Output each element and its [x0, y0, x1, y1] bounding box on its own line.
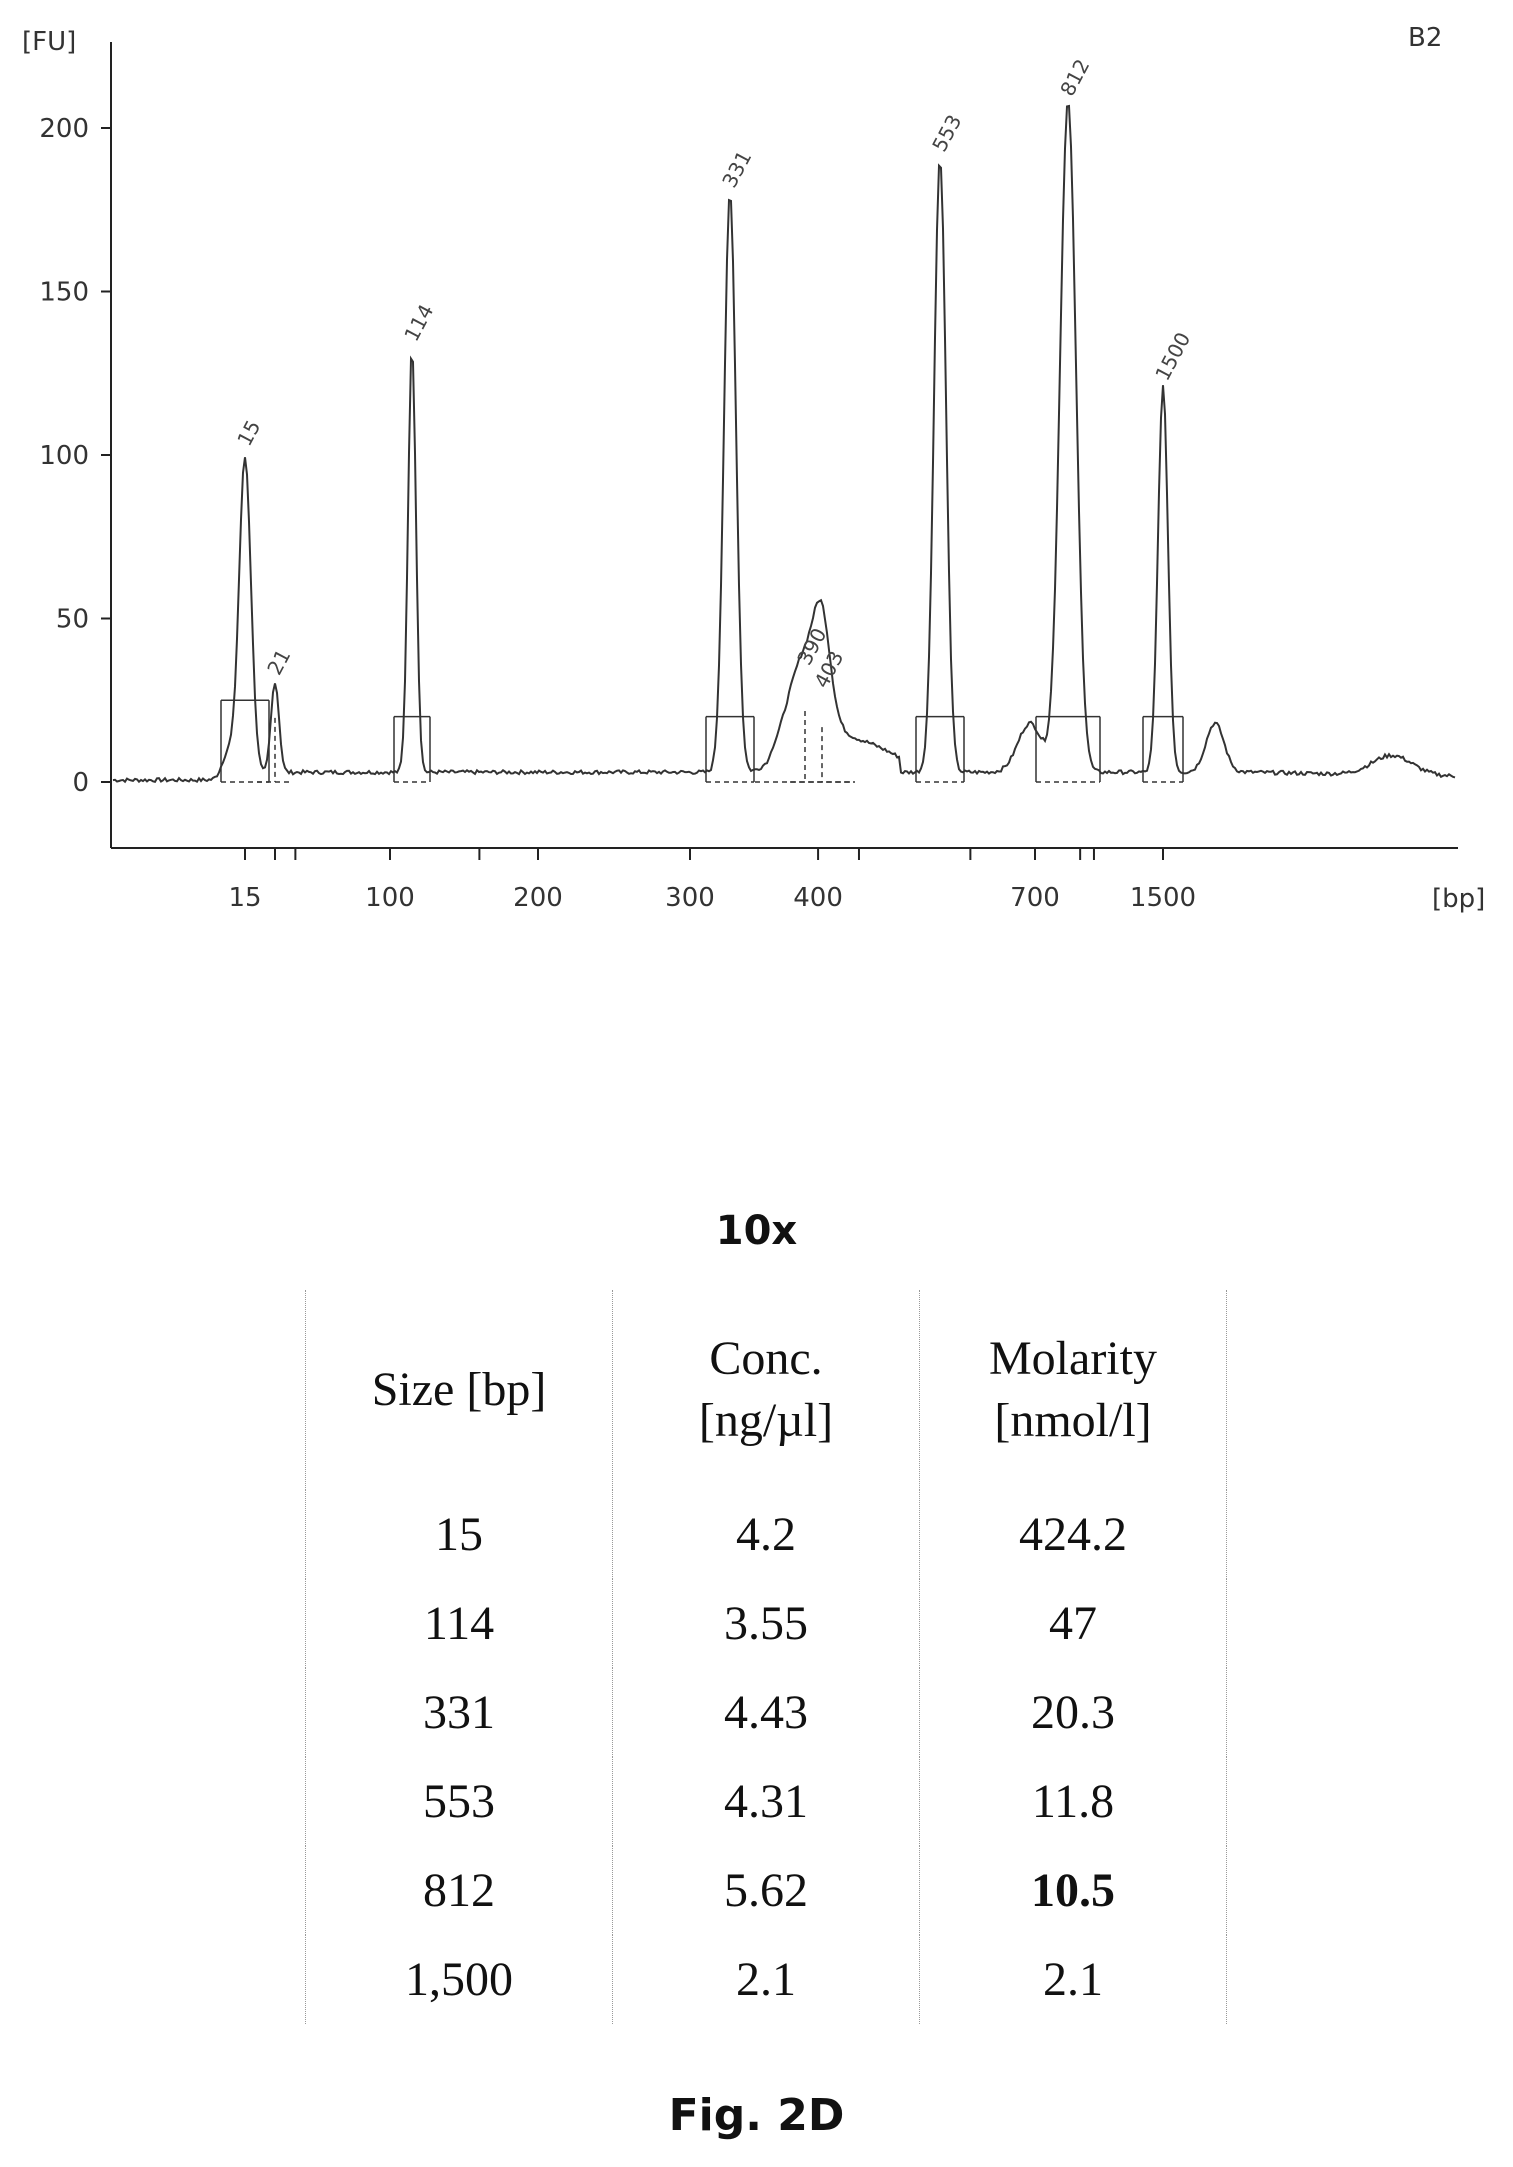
electropherogram-chart: [FU] B2 [bp] 0 50 100 150 200 15 100 200 300 400… — [22, 23, 1485, 914]
cell-conc: 4.2 — [612, 1490, 920, 1579]
peak-label: 1500 — [1150, 328, 1195, 384]
header-size-label: Size [bp] — [371, 1363, 547, 1416]
header-molarity-label: Molarity — [989, 1332, 1157, 1385]
peak-label: 553 — [927, 111, 966, 156]
cell-molarity: 47 — [919, 1579, 1227, 1668]
cell-size: 331 — [305, 1668, 613, 1757]
cell-molarity: 20.3 — [919, 1668, 1227, 1757]
table-title: 10x — [715, 1208, 798, 1254]
table-row: 553 4.31 11.8 — [305, 1757, 1227, 1846]
cell-size: 553 — [305, 1757, 613, 1846]
x-ticks: 15 100 200 300 400 700 1500 — [228, 848, 1196, 913]
x-tick-label: 400 — [793, 883, 843, 913]
table-row: 812 5.62 10.5 — [305, 1846, 1227, 1935]
x-tick-label: 700 — [1010, 883, 1060, 913]
x-axis-label: [bp] — [1432, 884, 1485, 914]
table-header-row: Size [bp] Conc. [ng/µl] Molarity [nmol/l… — [305, 1290, 1227, 1490]
cell-conc: 4.31 — [612, 1757, 920, 1846]
x-tick-label: 200 — [513, 883, 563, 913]
x-tick-label: 1500 — [1130, 883, 1196, 913]
x-tick-label: 15 — [228, 883, 261, 913]
cell-molarity-highlighted: 10.5 — [919, 1846, 1227, 1935]
cell-size: 812 — [305, 1846, 613, 1935]
cell-size: 114 — [305, 1579, 613, 1668]
cell-conc: 3.55 — [612, 1579, 920, 1668]
results-table: Size [bp] Conc. [ng/µl] Molarity [nmol/l… — [305, 1290, 1227, 2024]
peak-integration-bars — [220, 699, 1184, 782]
y-ticks: 0 50 100 150 200 — [39, 114, 111, 798]
header-conc-unit: [ng/µl] — [698, 1394, 834, 1447]
y-tick-label: 100 — [39, 441, 89, 471]
cell-conc: 2.1 — [612, 1935, 920, 2024]
y-tick-label: 0 — [72, 768, 89, 798]
cell-molarity: 424.2 — [919, 1490, 1227, 1579]
table-row: 331 4.43 20.3 — [305, 1668, 1227, 1757]
cell-size: 1,500 — [305, 1935, 613, 2024]
peak-label: 812 — [1055, 55, 1094, 100]
y-tick-label: 150 — [39, 278, 89, 308]
signal-trace — [112, 104, 1456, 784]
header-conc: Conc. [ng/µl] — [612, 1290, 920, 1490]
peak-label: 331 — [717, 147, 756, 192]
peak-label: 21 — [262, 645, 295, 679]
x-tick-label: 300 — [665, 883, 715, 913]
sample-label: B2 — [1408, 23, 1442, 53]
figure-caption: Fig. 2D — [668, 2090, 845, 2141]
cell-molarity: 2.1 — [919, 1935, 1227, 2024]
header-conc-label: Conc. — [709, 1332, 823, 1385]
peak-label: 15 — [232, 416, 265, 450]
x-tick-label: 100 — [365, 883, 415, 913]
table-row: 1,500 2.1 2.1 — [305, 1935, 1227, 2024]
peak-label: 114 — [399, 300, 438, 345]
y-axis-label: [FU] — [22, 27, 76, 57]
cell-size: 15 — [305, 1490, 613, 1579]
header-size: Size [bp] — [305, 1290, 613, 1490]
cell-conc: 5.62 — [612, 1846, 920, 1935]
cell-conc: 4.43 — [612, 1668, 920, 1757]
y-tick-label: 50 — [56, 605, 89, 635]
cell-molarity: 11.8 — [919, 1757, 1227, 1846]
header-molarity-unit: [nmol/l] — [994, 1394, 1152, 1447]
header-molarity: Molarity [nmol/l] — [919, 1290, 1227, 1490]
table-row: 15 4.2 424.2 — [305, 1490, 1227, 1579]
table-row: 114 3.55 47 — [305, 1579, 1227, 1668]
y-tick-label: 200 — [39, 114, 89, 144]
